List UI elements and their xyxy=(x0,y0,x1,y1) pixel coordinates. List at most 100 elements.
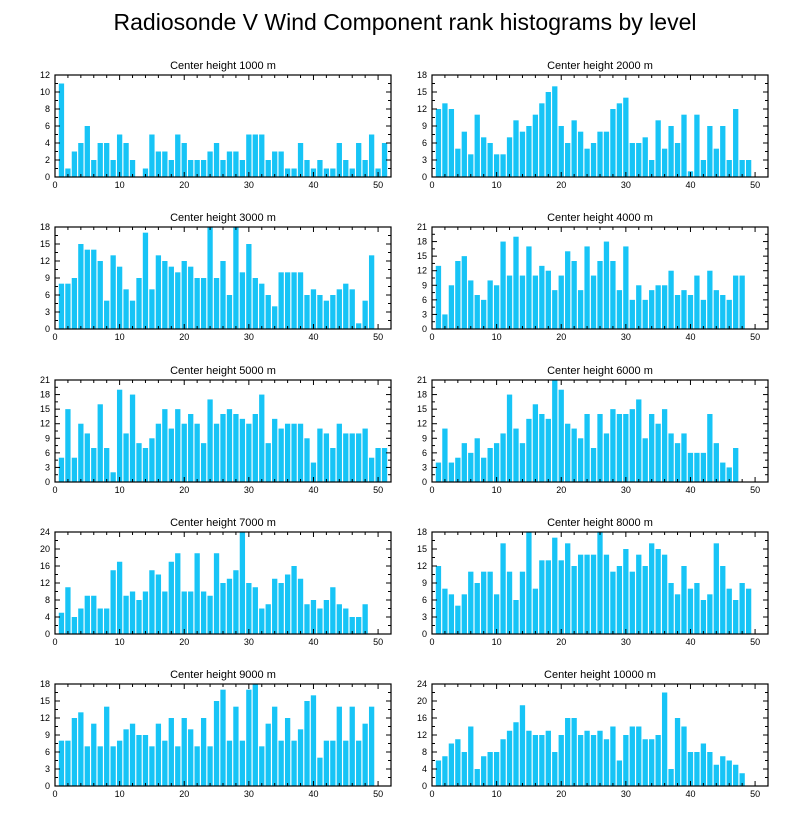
bar xyxy=(265,295,271,329)
panel-title: Center height 3000 m xyxy=(170,212,276,224)
x-tick-label: 0 xyxy=(52,180,57,190)
bar xyxy=(577,290,584,329)
bar xyxy=(435,109,442,177)
bar xyxy=(571,428,577,482)
bar xyxy=(381,448,388,482)
bar xyxy=(539,560,545,634)
panel-title: Center height 7000 m xyxy=(170,517,276,529)
bar xyxy=(368,134,375,177)
y-tick-label: 3 xyxy=(422,462,427,472)
bar xyxy=(461,443,467,482)
bar xyxy=(513,722,519,786)
y-tick-label: 3 xyxy=(45,764,50,774)
bar xyxy=(577,735,584,786)
bar xyxy=(461,752,467,786)
bar xyxy=(97,143,103,177)
bar xyxy=(207,595,213,634)
bar xyxy=(356,740,362,786)
bar xyxy=(610,571,616,634)
bar xyxy=(597,730,603,786)
bar xyxy=(213,278,220,329)
bar xyxy=(162,151,168,177)
bar xyxy=(745,588,752,634)
bar xyxy=(233,414,239,482)
bar xyxy=(506,394,513,482)
y-tick-label: 8 xyxy=(422,747,427,757)
bar xyxy=(571,261,577,329)
bar xyxy=(571,566,577,634)
bar xyxy=(636,285,642,329)
y-tick-label: 12 xyxy=(417,561,427,571)
bar xyxy=(104,608,110,634)
bar xyxy=(349,617,355,634)
x-tick-label: 10 xyxy=(115,637,125,647)
bar xyxy=(317,295,323,329)
bar xyxy=(194,423,200,482)
bar xyxy=(487,280,493,329)
bar xyxy=(442,314,448,329)
bar xyxy=(733,448,739,482)
bar xyxy=(681,290,687,329)
bar xyxy=(674,443,681,482)
bar xyxy=(343,433,349,482)
bar xyxy=(349,289,355,329)
bar xyxy=(356,143,362,177)
x-tick-label: 30 xyxy=(621,180,631,190)
panel-title: Center height 8000 m xyxy=(547,517,653,529)
bar xyxy=(226,151,233,177)
bar xyxy=(220,689,226,786)
bar xyxy=(368,706,375,786)
y-tick-label: 12 xyxy=(417,730,427,740)
x-tick-label: 30 xyxy=(244,332,254,342)
bar xyxy=(558,560,564,634)
bar xyxy=(442,428,448,482)
bar xyxy=(668,583,674,634)
bar xyxy=(448,743,455,786)
bar xyxy=(129,394,136,482)
bar xyxy=(532,275,539,329)
bar xyxy=(681,114,687,177)
y-tick-label: 18 xyxy=(40,390,50,400)
bar xyxy=(265,723,271,786)
bar xyxy=(297,143,304,177)
y-tick-label: 15 xyxy=(40,239,50,249)
x-tick-label: 0 xyxy=(52,789,57,799)
bar xyxy=(362,428,368,482)
bar xyxy=(481,137,487,177)
bar xyxy=(265,160,271,177)
y-tick-label: 3 xyxy=(422,612,427,622)
y-tick-label: 3 xyxy=(45,307,50,317)
y-tick-label: 6 xyxy=(45,747,50,757)
y-tick-label: 21 xyxy=(417,375,427,385)
bar xyxy=(448,462,455,482)
bar xyxy=(175,272,181,329)
bar xyxy=(590,448,597,482)
bar xyxy=(610,109,616,177)
bar xyxy=(213,701,220,786)
bar xyxy=(304,160,310,177)
x-tick-label: 40 xyxy=(308,180,318,190)
x-tick-label: 40 xyxy=(685,180,695,190)
x-tick-label: 50 xyxy=(373,332,383,342)
bar xyxy=(304,701,310,786)
bar xyxy=(655,285,661,329)
bar xyxy=(129,300,136,329)
bar xyxy=(455,457,461,482)
bar xyxy=(58,457,65,482)
bar xyxy=(584,148,590,177)
y-tick-label: 21 xyxy=(417,222,427,232)
bar xyxy=(726,760,732,786)
bar xyxy=(597,532,603,634)
x-tick-label: 50 xyxy=(373,485,383,495)
bar xyxy=(323,740,330,786)
bar xyxy=(304,604,310,634)
bar xyxy=(571,120,577,177)
bar xyxy=(259,283,265,329)
bar xyxy=(668,270,674,329)
bar xyxy=(687,588,694,634)
bar xyxy=(239,532,246,634)
bar xyxy=(136,443,142,482)
y-tick-label: 12 xyxy=(417,266,427,276)
bar xyxy=(284,168,291,177)
